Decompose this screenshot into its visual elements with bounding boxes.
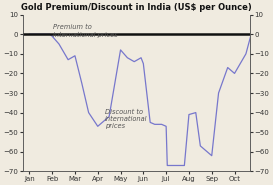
Title: Gold Premium/Discount in India (US$ per Ounce): Gold Premium/Discount in India (US$ per …: [21, 4, 252, 12]
Text: Discount to
international
prices: Discount to international prices: [105, 109, 147, 129]
Text: Premium to
international prices: Premium to international prices: [53, 24, 118, 38]
